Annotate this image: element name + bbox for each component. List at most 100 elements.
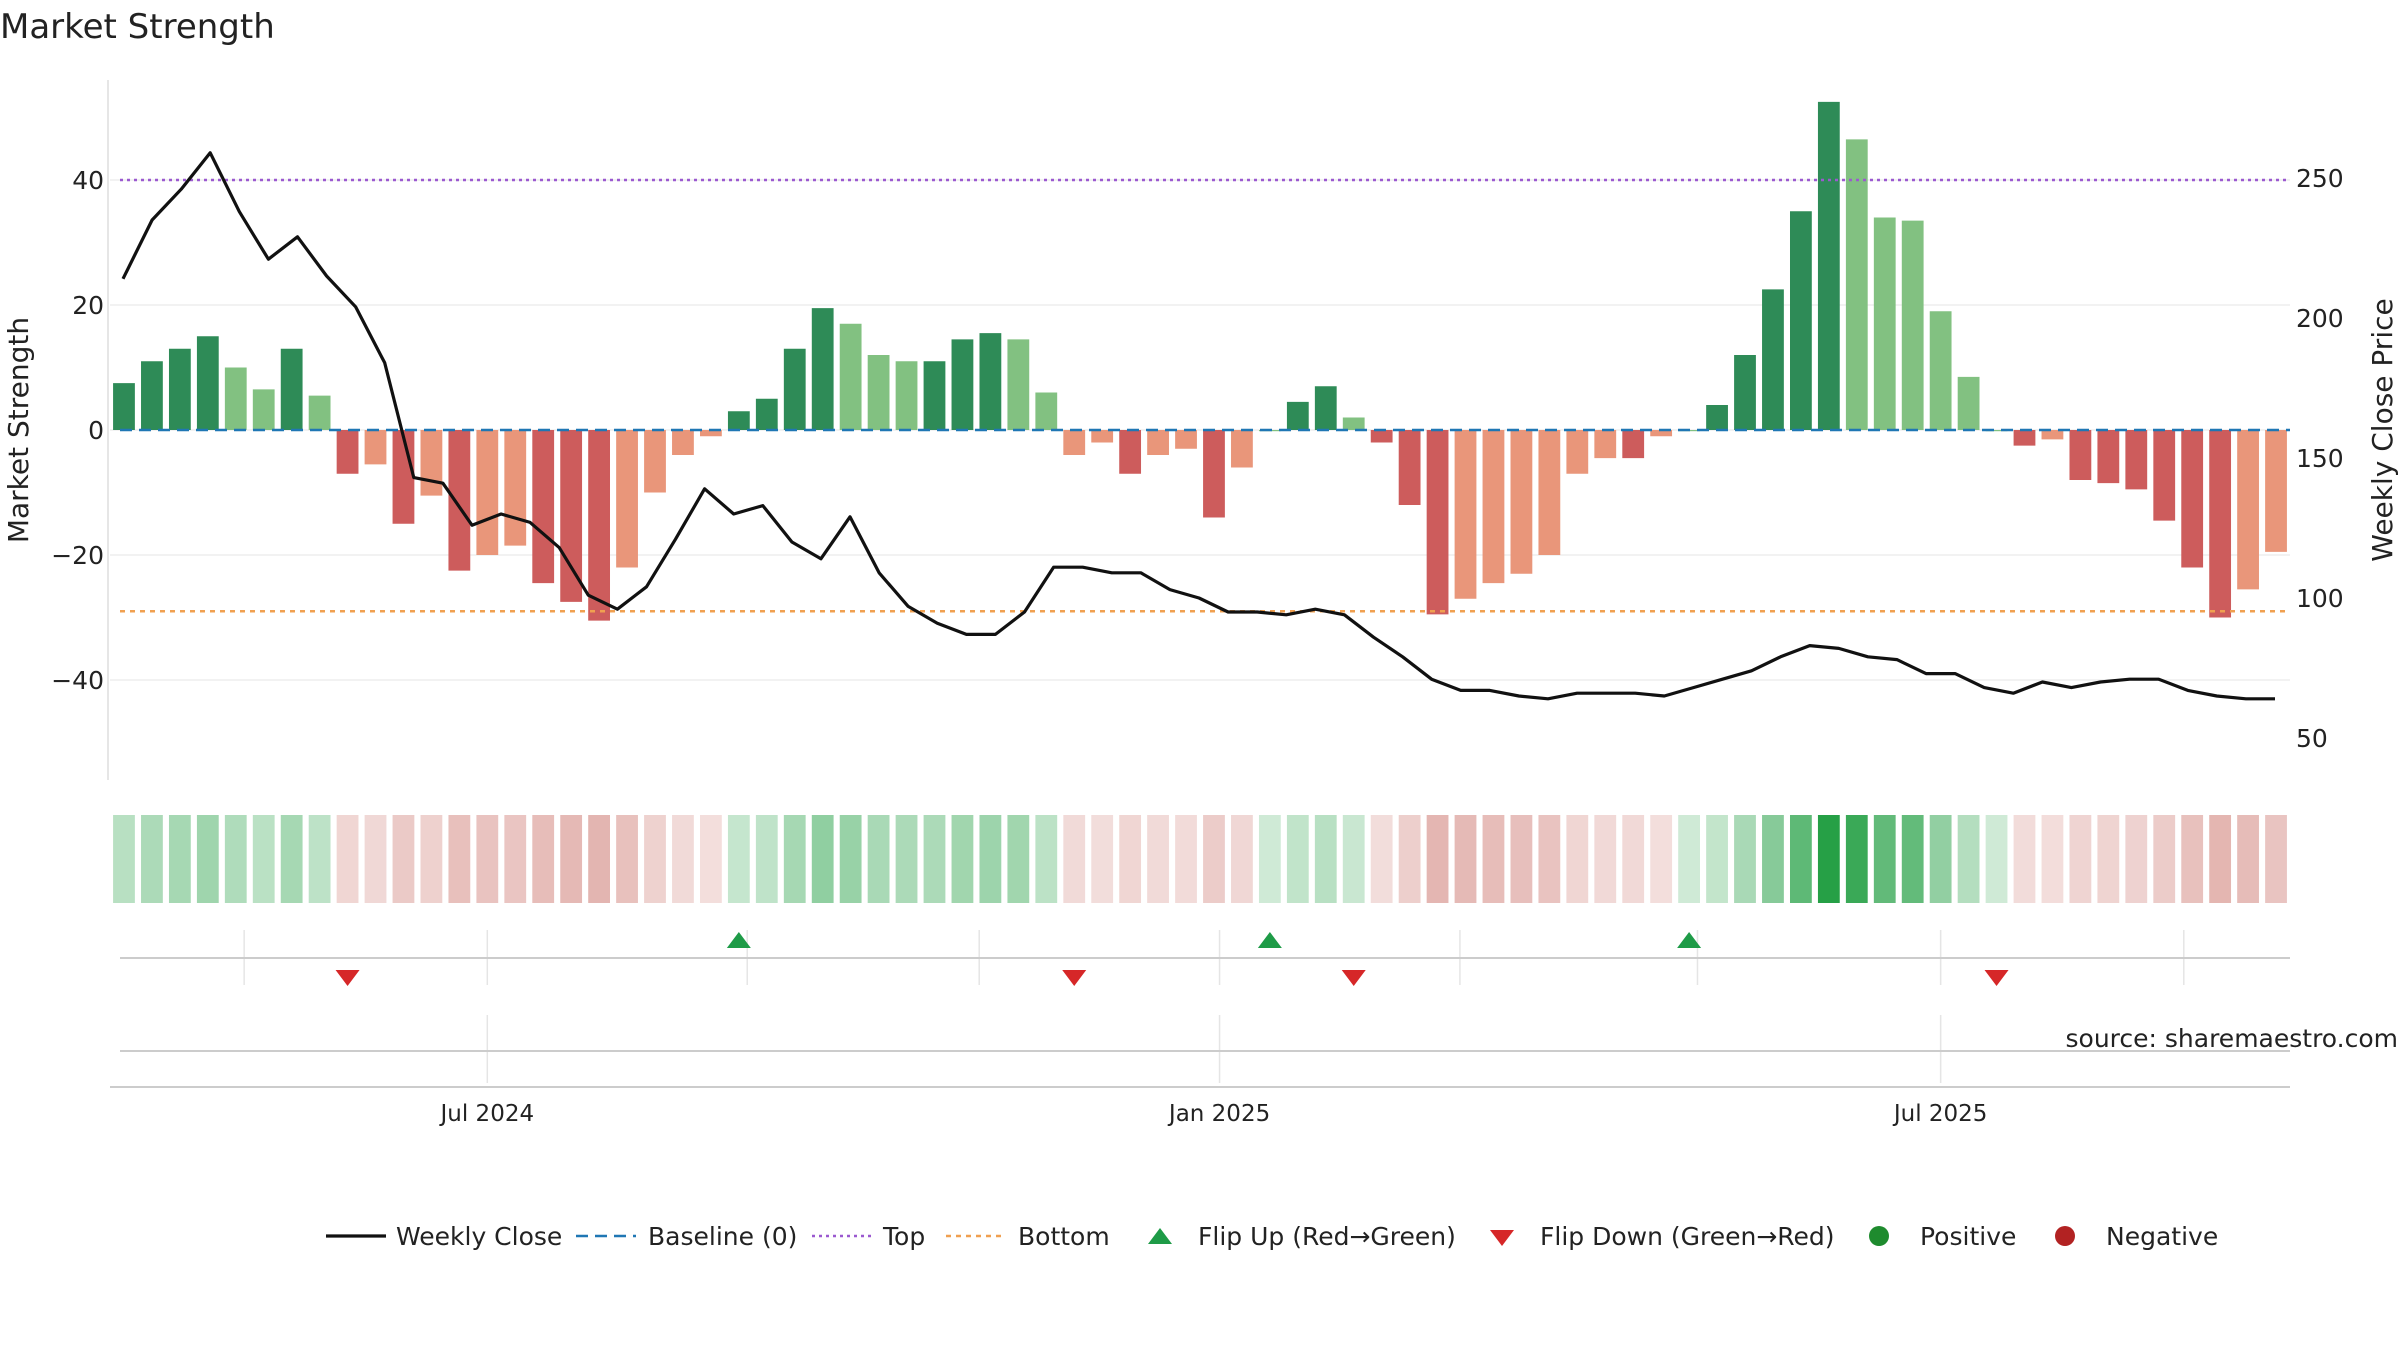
strength-bar bbox=[2125, 430, 2148, 490]
strength-bar bbox=[1426, 430, 1449, 615]
heat-cell bbox=[2209, 815, 2232, 903]
heat-cell bbox=[1147, 815, 1169, 903]
strength-bar bbox=[1231, 430, 1253, 468]
y-tick-label-right: 150 bbox=[2296, 444, 2344, 473]
strength-bar bbox=[1314, 386, 1337, 430]
chart-title: Market Strength bbox=[0, 7, 275, 47]
strength-bar bbox=[1510, 430, 1533, 574]
heat-cell bbox=[141, 815, 163, 903]
strength-bar bbox=[1454, 430, 1477, 599]
strength-bar bbox=[1901, 220, 1924, 430]
strength-bar bbox=[2153, 430, 2176, 521]
strength-bar bbox=[1817, 101, 1840, 430]
strength-bar bbox=[923, 361, 946, 430]
strength-bars bbox=[113, 101, 2287, 621]
legend: Weekly Close Baseline (0) Top Bottom Flip Up… bbox=[326, 1222, 2218, 1251]
strength-bar bbox=[392, 430, 415, 524]
legend-label: Flip Up (Red→Green) bbox=[1198, 1222, 1456, 1251]
legend-label: Baseline (0) bbox=[648, 1222, 797, 1251]
flip-down-marker bbox=[1984, 970, 2009, 986]
heat-cell bbox=[1091, 815, 1114, 903]
heat-cell bbox=[420, 815, 443, 903]
legend-swatch-negative bbox=[2055, 1226, 2075, 1246]
flip-down-marker bbox=[1341, 970, 1366, 986]
heat-cell bbox=[2153, 815, 2176, 903]
strength-bar bbox=[1482, 430, 1505, 584]
heat-cell bbox=[1258, 815, 1281, 903]
heat-cell bbox=[1985, 815, 2008, 903]
y-tick-label-left: 40 bbox=[72, 166, 104, 195]
heat-cell bbox=[224, 815, 247, 903]
strength-bar bbox=[1063, 430, 1086, 455]
heat-cell bbox=[476, 815, 499, 903]
strength-bar bbox=[1286, 401, 1309, 430]
y-axis-left-label: Market Strength bbox=[2, 317, 35, 543]
y-tick-label-right: 200 bbox=[2296, 304, 2344, 333]
reference-lines bbox=[120, 178, 2290, 613]
flip-down-marker bbox=[335, 970, 360, 986]
y-axis-right-label: Weekly Close Price bbox=[2366, 298, 2399, 561]
x-tick-label: Jul 2025 bbox=[1892, 1101, 1988, 1127]
heat-cell bbox=[588, 815, 611, 903]
strength-bar bbox=[895, 361, 918, 430]
heat-cell bbox=[923, 815, 946, 903]
close-line bbox=[121, 151, 2275, 701]
strength-bar bbox=[2041, 430, 2064, 440]
heat-cell bbox=[1734, 815, 1756, 903]
heat-cell bbox=[504, 815, 527, 903]
heat-cell bbox=[1957, 815, 1980, 903]
strength-bar bbox=[532, 430, 555, 584]
strength-bar bbox=[2097, 430, 2120, 484]
heat-cell bbox=[867, 815, 890, 903]
heat-cell bbox=[951, 815, 974, 903]
strength-bar bbox=[560, 430, 583, 602]
strength-bar bbox=[1622, 430, 1645, 459]
legend-swatch-positive bbox=[1869, 1226, 1889, 1246]
strength-heat-strip bbox=[113, 815, 2287, 903]
strength-bar bbox=[1370, 430, 1393, 443]
strength-bar bbox=[616, 430, 638, 568]
strength-bar bbox=[2265, 430, 2287, 552]
strength-bar bbox=[1706, 405, 1728, 430]
heat-cell bbox=[336, 815, 359, 903]
strength-bar bbox=[588, 430, 611, 621]
strength-bar bbox=[1789, 211, 1812, 430]
heat-cell bbox=[1063, 815, 1086, 903]
flip-up-marker bbox=[1257, 932, 1282, 948]
legend-label: Flip Down (Green→Red) bbox=[1540, 1222, 1835, 1251]
heat-cell bbox=[616, 815, 638, 903]
strength-bar bbox=[867, 355, 890, 430]
heat-cell bbox=[2237, 815, 2259, 903]
legend-label: Top bbox=[882, 1222, 925, 1251]
axis-ticks: −40 −20 0 20 40 50 100 150 200 250 Jul 2024 Jan 202… bbox=[51, 164, 2343, 1127]
strength-bar bbox=[755, 398, 778, 430]
strength-bar bbox=[168, 348, 191, 430]
strength-bar bbox=[839, 323, 862, 430]
strength-bar bbox=[1091, 430, 1114, 443]
heat-cell bbox=[1231, 815, 1253, 903]
y-tick-label-left: 0 bbox=[88, 416, 104, 445]
strength-bar bbox=[699, 430, 722, 437]
strength-bar bbox=[420, 430, 443, 496]
heat-cell bbox=[1594, 815, 1617, 903]
x-tick-label: Jul 2024 bbox=[439, 1101, 535, 1127]
legend-label: Negative bbox=[2106, 1222, 2218, 1251]
legend-swatch-flip-down bbox=[1490, 1230, 1514, 1246]
strength-bar bbox=[113, 383, 135, 430]
y-tick-label-left: −40 bbox=[51, 666, 104, 695]
x-tick-label: Jan 2025 bbox=[1167, 1101, 1270, 1127]
heat-cell bbox=[1203, 815, 1225, 903]
strength-bar bbox=[1203, 430, 1225, 518]
strength-bar bbox=[504, 430, 527, 546]
strength-bar bbox=[1957, 376, 1980, 430]
strength-bar bbox=[476, 430, 499, 555]
strength-bar bbox=[336, 430, 359, 474]
strength-bar bbox=[1147, 430, 1169, 455]
y-tick-label-left: −20 bbox=[51, 541, 104, 570]
strength-bar bbox=[1985, 430, 2008, 432]
strength-bar bbox=[1398, 430, 1421, 505]
strength-bar bbox=[951, 339, 974, 430]
y-tick-label-right: 250 bbox=[2296, 164, 2344, 193]
strength-bar bbox=[1762, 289, 1784, 430]
